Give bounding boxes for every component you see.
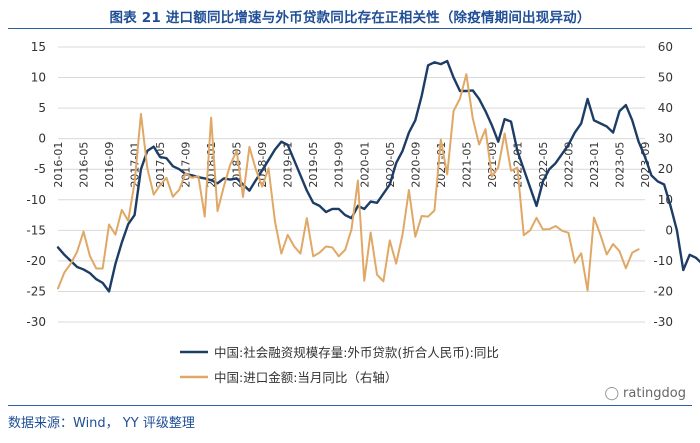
x-tick-label: 2018-09 — [256, 142, 269, 188]
right-tick-label: 30 — [658, 132, 673, 146]
bottom-rule — [8, 405, 692, 406]
right-tick-label: -20 — [653, 284, 673, 298]
left-tick-label: -20 — [26, 254, 46, 268]
series-layer — [56, 59, 700, 293]
chart-title: 图表 21 进口额同比增速与外币贷款同比存在正相关性（除疫情期间出现异动） — [109, 10, 591, 26]
left-tick-label: 5 — [38, 101, 46, 115]
watermark-text: ratingdog — [623, 386, 686, 401]
x-tick-label: 2020-09 — [409, 142, 422, 188]
x-tick-label: 2023-05 — [613, 142, 626, 188]
left-tick-label: -25 — [26, 284, 46, 298]
right-tick-label: 40 — [658, 101, 673, 115]
x-tick-label: 2022-01 — [511, 142, 524, 188]
left-y-axis: 15 10 5 0 -5 -10 -15 -20 -25 -30 — [26, 40, 46, 329]
x-tick-label: 2020-05 — [384, 142, 397, 188]
right-tick-label: 20 — [658, 162, 673, 176]
left-tick-label: -30 — [26, 315, 46, 329]
wechat-icon: ◯ — [604, 386, 620, 401]
legend-label-series-2: 中国:进口金额:当月同比（右轴） — [214, 370, 397, 385]
x-tick-label: 2019-05 — [307, 142, 320, 188]
x-tick-label: 2023-01 — [588, 142, 601, 188]
left-tick-label: 15 — [31, 40, 46, 54]
x-tick-label: 2016-01 — [52, 142, 65, 188]
x-tick-label: 2021-05 — [460, 142, 473, 188]
right-tick-label: -30 — [653, 315, 673, 329]
left-tick-label: -10 — [26, 193, 46, 207]
series-line-2 — [57, 73, 640, 292]
right-tick-label: 60 — [658, 40, 673, 54]
right-tick-label: 50 — [658, 71, 673, 85]
title-rule — [8, 28, 692, 29]
x-tick-label: 2017-01 — [129, 142, 142, 188]
x-tick-label: 2016-09 — [103, 142, 116, 188]
legend-label-series-1: 中国:社会融资规模存量:外币贷款(折合人民币):同比 — [214, 345, 499, 360]
source-note: 数据来源：Wind， YY 评级整理 — [8, 416, 195, 431]
watermark: ◯ ratingdog — [604, 386, 686, 401]
right-tick-label: 0 — [665, 223, 673, 237]
left-tick-label: 10 — [31, 71, 46, 85]
x-tick-label: 2016-05 — [78, 142, 91, 188]
left-tick-label: -15 — [26, 223, 46, 237]
series-line-1 — [56, 59, 700, 293]
x-tick-label: 2020-01 — [358, 142, 371, 188]
x-tick-label: 2019-09 — [333, 142, 346, 188]
x-tick-label: 2022-09 — [562, 142, 575, 188]
x-tick-label: 2017-09 — [180, 142, 193, 188]
gridlines — [58, 46, 645, 323]
left-tick-label: -5 — [34, 162, 46, 176]
legend: 中国:社会融资规模存量:外币贷款(折合人民币):同比 中国:进口金额:当月同比（… — [180, 345, 499, 385]
right-tick-label: -10 — [653, 254, 673, 268]
left-tick-label: 0 — [38, 132, 46, 146]
